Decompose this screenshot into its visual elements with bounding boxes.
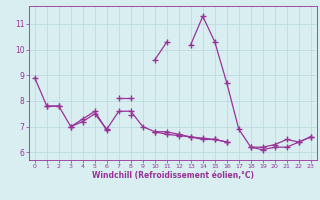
X-axis label: Windchill (Refroidissement éolien,°C): Windchill (Refroidissement éolien,°C) xyxy=(92,171,254,180)
